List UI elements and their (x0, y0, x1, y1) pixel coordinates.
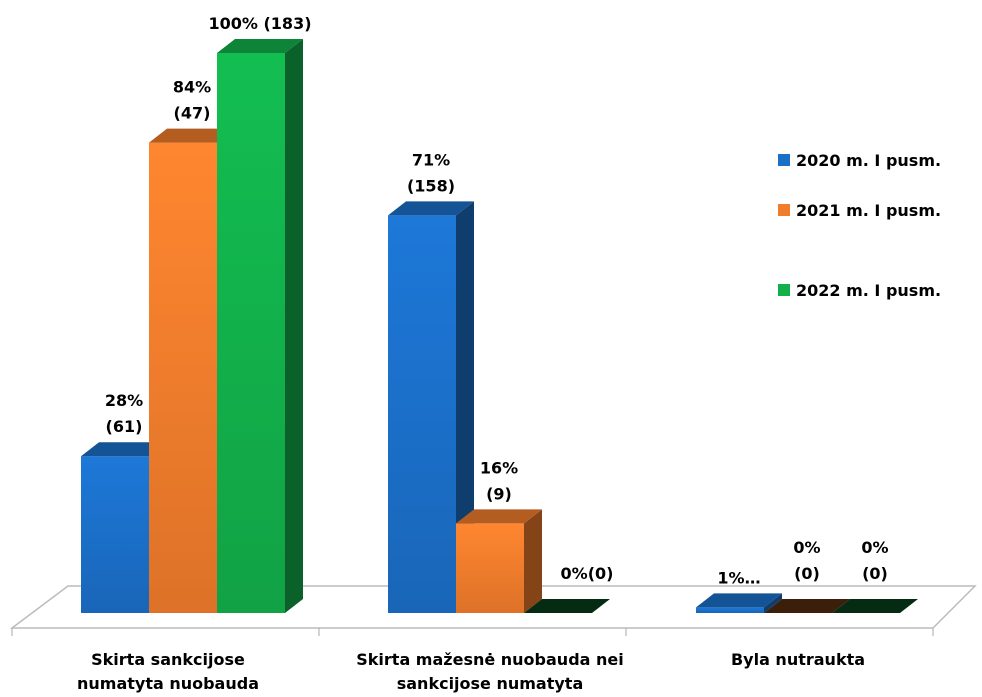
data-label: 0% (861, 538, 888, 557)
data-label: 84% (173, 78, 211, 97)
data-label: (61) (106, 417, 143, 436)
data-label: 16% (480, 458, 518, 477)
x-tick-label: Byla nutraukta (730, 650, 866, 669)
bar-top (524, 599, 610, 613)
legend-label: 2021 m. I pusm. (796, 201, 941, 220)
bar-top (456, 509, 542, 524)
bar-top (696, 593, 782, 608)
data-label: (158) (407, 176, 455, 195)
bar (217, 39, 303, 613)
bar-side (285, 39, 303, 613)
bar-top (217, 39, 303, 53)
bar-side (764, 593, 782, 613)
legend-swatch (778, 204, 790, 216)
bar-top (388, 201, 474, 216)
data-label: (9) (486, 484, 512, 503)
bar (456, 509, 542, 613)
bar (764, 599, 850, 613)
legend-label: 2020 m. I pusm. (796, 151, 941, 170)
bar-front (149, 142, 217, 613)
bar-front (81, 456, 149, 613)
bar-top (81, 442, 167, 457)
data-label: 100% (183) (208, 14, 311, 33)
bar-front (217, 53, 285, 613)
data-label: 1%… (717, 568, 760, 587)
data-label: 0% (793, 538, 820, 557)
bar (388, 201, 474, 613)
x-tick-label: Skirta mažesnė nuobauda nei sankcijose n… (356, 650, 624, 693)
bar-front (456, 523, 524, 613)
bar-top (832, 599, 918, 613)
bar-top (149, 128, 235, 143)
legend-swatch (778, 154, 790, 166)
bar (524, 599, 610, 613)
data-label: (0) (862, 564, 888, 583)
bar (832, 599, 918, 613)
data-label: (47) (174, 104, 211, 123)
legend-label: 2022 m. I pusm. (796, 281, 941, 300)
data-label: 28% (105, 391, 143, 410)
legend-swatch (778, 284, 790, 296)
bar-top (764, 599, 850, 613)
bar-front (696, 607, 764, 613)
data-label: 0%(0) (561, 564, 614, 583)
data-label: 71% (412, 150, 450, 169)
bar (696, 593, 782, 613)
bar-front (388, 215, 456, 613)
data-label: (0) (794, 564, 820, 583)
bar-side (456, 201, 474, 613)
x-tick-label: Skirta sankcijose numatyta nuobauda (76, 650, 259, 693)
bar-side (524, 509, 542, 613)
